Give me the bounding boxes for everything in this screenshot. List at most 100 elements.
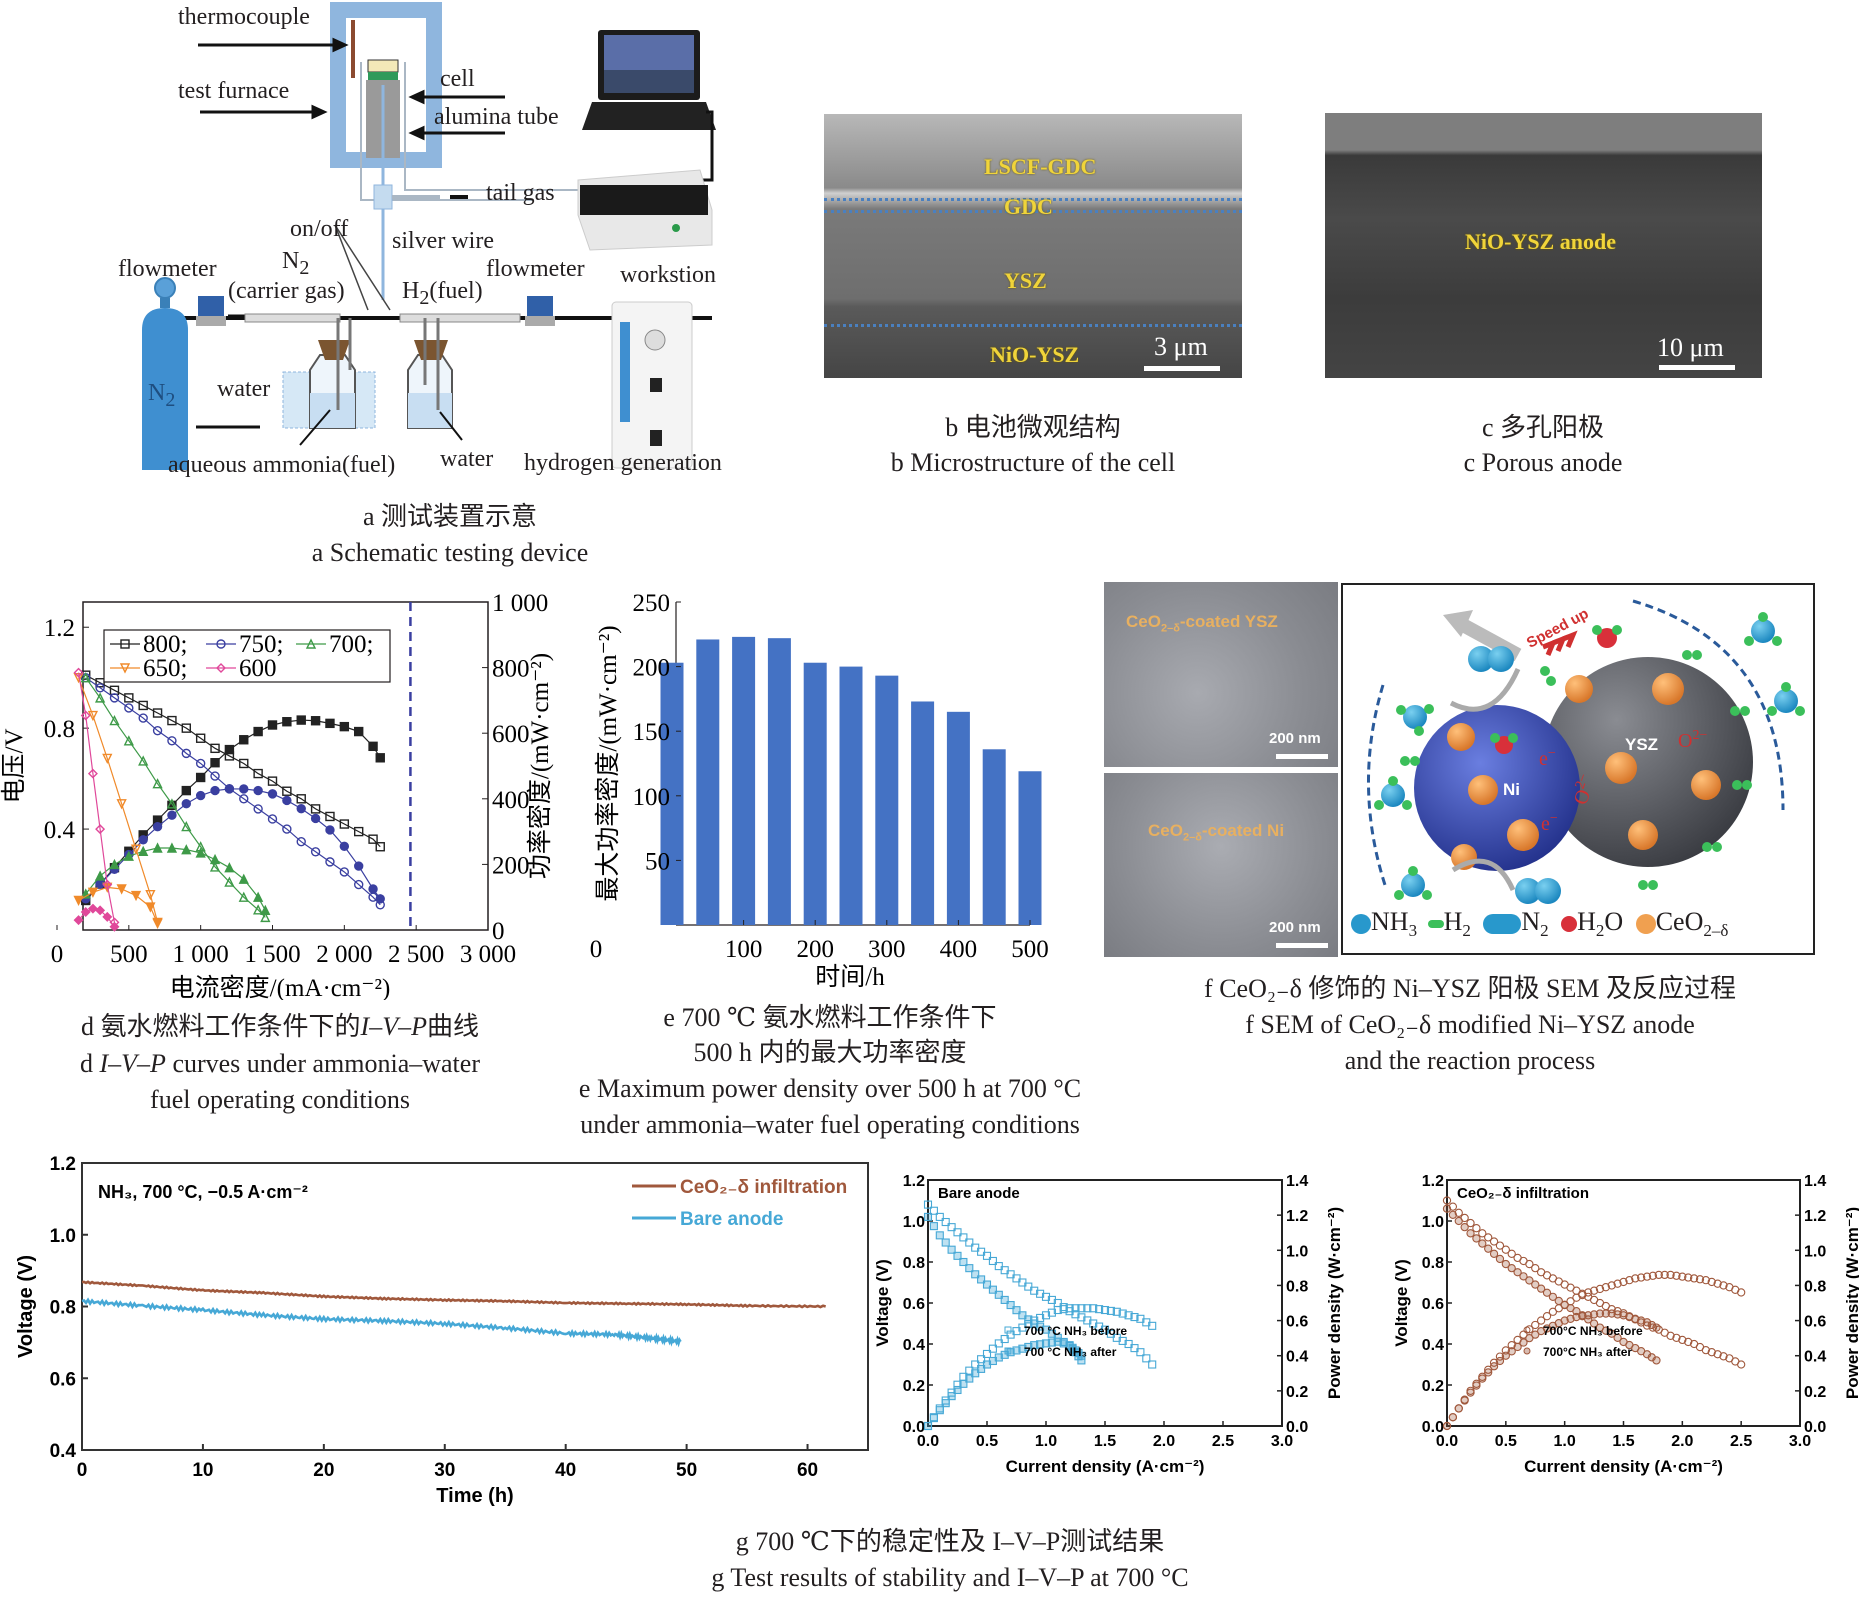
point-1 [1148, 1321, 1157, 1330]
point-750-voltage [282, 824, 292, 834]
point-650-voltage [116, 799, 127, 810]
series-line-650-voltage [77, 677, 159, 923]
point-2 [1507, 1264, 1516, 1273]
point-1 [1713, 1279, 1722, 1288]
point-3 [977, 1364, 986, 1373]
plot-frame [1446, 1179, 1801, 1427]
legend-marker [216, 639, 226, 649]
point-3 [1047, 1338, 1056, 1347]
sem-image-cell: LSCF-GDC GDC YSZ NiO-YSZ 3 μm [824, 114, 1242, 378]
point-0 [1507, 1249, 1516, 1258]
y-tick-label: 0.6 [903, 1296, 925, 1313]
point-2 [1012, 1306, 1021, 1315]
x-tick-label: 0.0 [1436, 1433, 1458, 1450]
x-tick-label: 200 [796, 936, 834, 963]
o2-label-right: O2− [1678, 728, 1707, 752]
point-0 [1737, 1360, 1746, 1369]
y2-tick-label: 0.0 [1804, 1419, 1826, 1436]
point-700-voltage [253, 904, 264, 915]
point-0 [1466, 1218, 1475, 1228]
y2-tick-label: 200 [492, 852, 530, 879]
point-700-voltage [152, 778, 163, 789]
workstation-icon [577, 169, 713, 251]
chart-annotation: NH₃, 700 °C, −0.5 A·cm⁻² [98, 1182, 308, 1202]
bar [696, 639, 720, 925]
point-1 [1684, 1273, 1693, 1282]
ceo2-particle-icon [1635, 914, 1656, 935]
point-2 [959, 1257, 968, 1267]
point-800-voltage [368, 834, 378, 844]
point-600-power [109, 921, 120, 932]
x-tick-label: 300 [868, 936, 906, 963]
bar [767, 638, 791, 925]
point-2 [1554, 1296, 1563, 1306]
x-axis-label: 电流密度/(mA·cm⁻²) [170, 974, 391, 1000]
point-800-power [354, 726, 364, 737]
point-3 [959, 1379, 968, 1388]
point-3 [1578, 1312, 1587, 1321]
point-700-voltage [181, 820, 192, 832]
point-2 [1442, 1204, 1452, 1213]
y-tick-label: 1.0 [50, 1226, 76, 1247]
series-line-750-voltage [85, 677, 381, 906]
point-1 [1707, 1277, 1716, 1287]
point-700-power [109, 858, 120, 870]
point-1 [977, 1355, 986, 1364]
point-3 [1018, 1344, 1027, 1353]
point-0 [935, 1212, 944, 1221]
series-line-800-power [85, 719, 381, 901]
x-tick-label: 1.5 [1612, 1433, 1634, 1450]
label-test-furnace: test furnace [178, 78, 290, 104]
y-tick-label: 0.8 [903, 1255, 925, 1272]
x-tick-label: 3 000 [460, 941, 516, 968]
point-750-power [339, 841, 350, 852]
point-750-voltage [253, 804, 263, 814]
point-3 [1053, 1337, 1062, 1346]
point-1 [1065, 1304, 1074, 1313]
point-1 [1701, 1276, 1711, 1285]
point-1 [1642, 1272, 1652, 1281]
point-800-voltage [210, 743, 220, 754]
point-1 [1666, 1270, 1675, 1280]
point-650-voltage [130, 844, 142, 855]
point-3 [1495, 1356, 1505, 1366]
point-750-power [282, 795, 292, 806]
point-750-voltage [138, 713, 148, 723]
point-2 [1589, 1319, 1599, 1328]
scale-label-b: 3 μm [1154, 332, 1208, 361]
y-tick-label: 1.0 [1422, 1214, 1444, 1231]
x-tick-label: 40 [555, 1460, 576, 1481]
point-800-voltage [181, 723, 192, 733]
point-3 [935, 1406, 944, 1415]
series-line-600-voltage [77, 672, 116, 923]
point-0 [971, 1243, 980, 1252]
point-3 [1077, 1351, 1086, 1360]
y-tick-label: 0.2 [903, 1378, 925, 1395]
caption-e-en-1: e Maximum power density over 500 h at 70… [578, 1074, 1082, 1103]
point-1 [1584, 1288, 1593, 1297]
y2-tick-label: 0.8 [1804, 1278, 1826, 1295]
point-0 [1100, 1325, 1110, 1334]
point-1 [1589, 1286, 1599, 1295]
x-tick-label: 20 [313, 1460, 334, 1481]
point-600-power [87, 903, 98, 914]
point-800-voltage [152, 708, 163, 718]
y2-tick-label: 1.4 [1804, 1173, 1826, 1190]
label-thermocouple: thermocouple [178, 4, 310, 30]
point-800-power [239, 735, 249, 745]
point-0 [994, 1262, 1003, 1271]
point-0 [941, 1217, 950, 1227]
sem-ceo2-coated-ysz: CeO2–δ-coated YSZ 200 nm [1104, 582, 1338, 767]
point-750-power [181, 799, 192, 809]
sem-image-porous-anode: NiO-YSZ anode 10 μm [1325, 113, 1762, 378]
point-2 [1472, 1234, 1481, 1243]
bar [660, 662, 684, 925]
point-800-power [195, 772, 206, 783]
label-hydrogen-generation: hydrogen generation [524, 450, 722, 476]
pointer-arrows [196, 37, 505, 429]
point-1 [1053, 1305, 1062, 1315]
point-0 [1484, 1233, 1493, 1242]
point-700-power [195, 847, 206, 858]
point-3 [1642, 1318, 1652, 1327]
sem-label-coated-ni: CeO2–δ-coated Ni [1148, 821, 1285, 844]
